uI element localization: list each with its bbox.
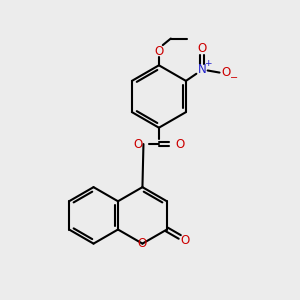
Text: +: +: [205, 59, 212, 68]
Text: O: O: [176, 138, 185, 151]
Text: N: N: [198, 63, 207, 76]
Text: O: O: [198, 42, 207, 55]
Text: O: O: [181, 234, 190, 247]
Text: O: O: [154, 44, 164, 58]
Text: O: O: [221, 66, 231, 79]
Text: O: O: [138, 237, 147, 250]
Text: −: −: [230, 73, 238, 83]
Text: O: O: [134, 138, 143, 151]
